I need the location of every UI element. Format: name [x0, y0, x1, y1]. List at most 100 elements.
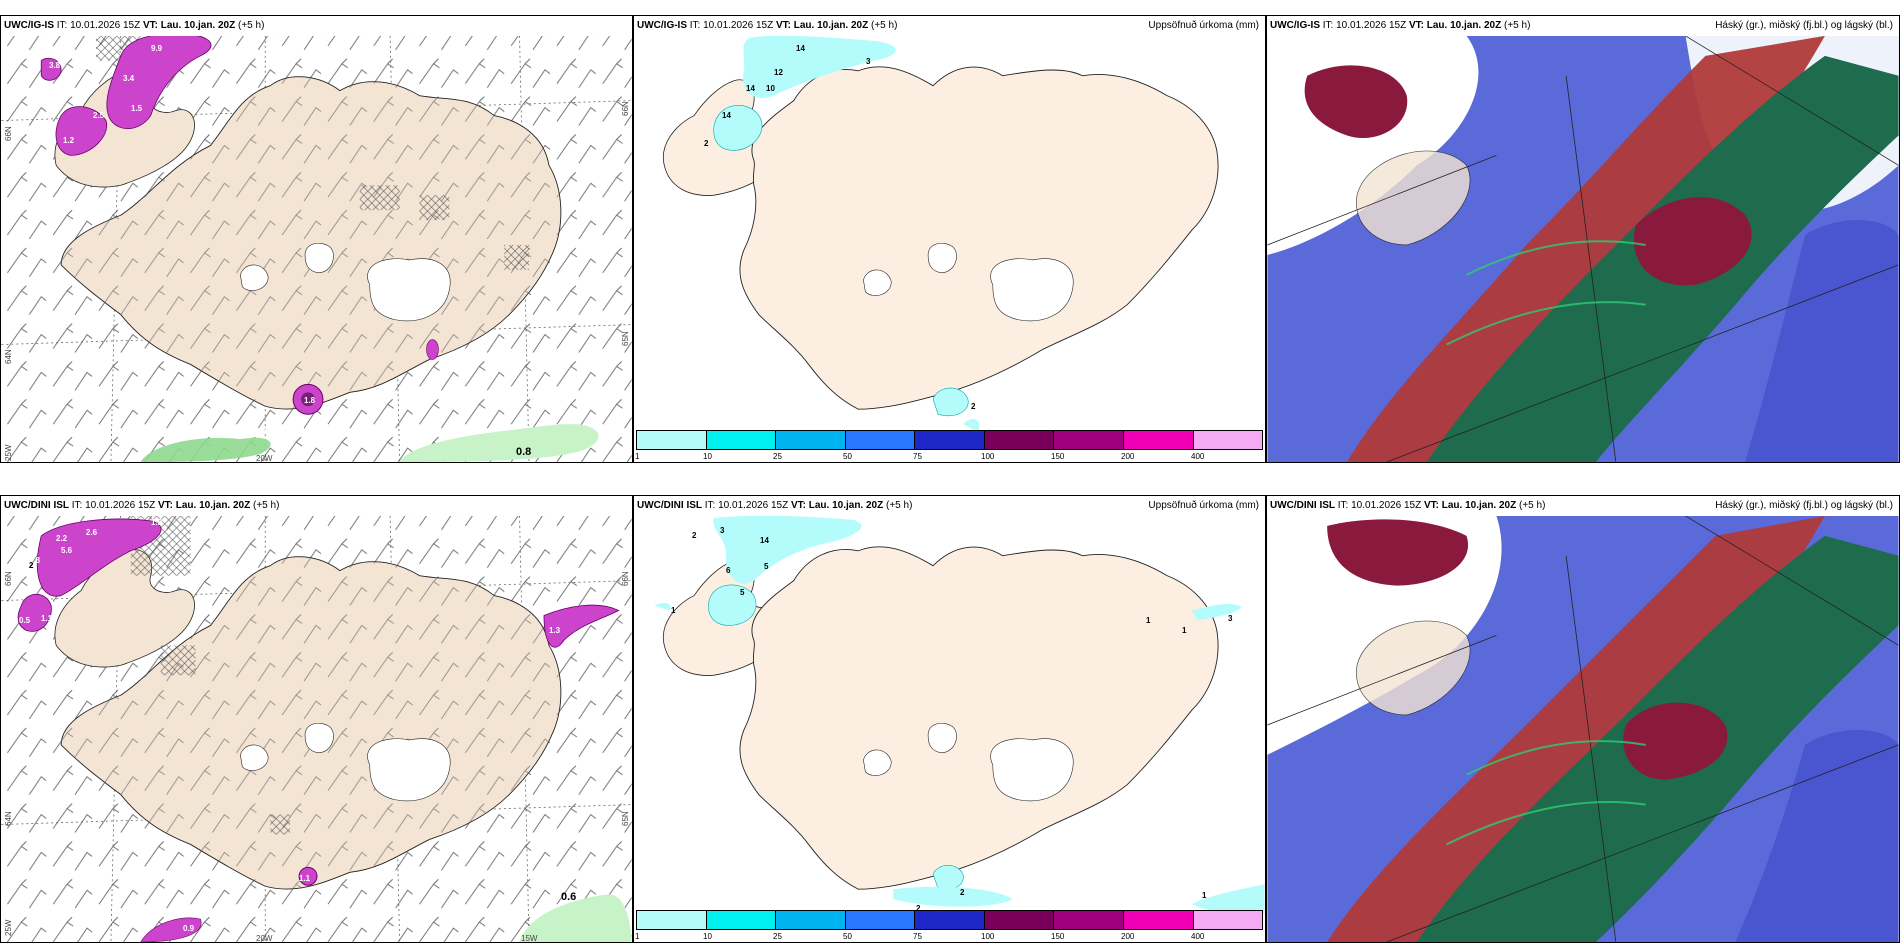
- hatch-area: [160, 645, 196, 676]
- model-name: UWC/DINI ISL: [1270, 500, 1335, 511]
- glacier-langjokull: [240, 744, 269, 771]
- colorbar-tick: 75: [913, 452, 922, 461]
- colorbar-swatch: [776, 431, 846, 449]
- glacier-hofsjokull: [927, 722, 957, 754]
- value-label: 1.8: [304, 396, 316, 405]
- lead-time: (+5 h): [1519, 500, 1546, 511]
- value-label: 5.6: [61, 546, 73, 555]
- init-time: IT: 10.01.2026 15Z: [56, 20, 141, 31]
- colorbar-swatch: [915, 911, 985, 929]
- valid-time: VT: Lau. 10.jan. 20Z: [142, 20, 236, 31]
- colorbar-swatch: [637, 911, 707, 929]
- lead-time: (+5 h): [253, 500, 280, 511]
- precip-colorbar: [636, 430, 1263, 450]
- lat-label: 66N: [621, 101, 630, 116]
- high-mid-overlap: [1633, 197, 1752, 286]
- precip-label: 5: [740, 588, 745, 597]
- high-cloud-east: [1745, 220, 1899, 462]
- cloud-map-panel-bottom: UWC/DINI ISL IT: 10.01.2026 15Z VT: Lau.…: [1266, 495, 1900, 943]
- value-label: 2.8: [29, 556, 41, 565]
- precip-green-sw: [140, 437, 271, 462]
- init-time: IT: 10.01.2026 15Z: [1322, 20, 1407, 31]
- value-label: 1.8: [151, 518, 163, 527]
- precip-blob-nw: [36, 518, 162, 597]
- glacier-langjokull: [863, 269, 892, 296]
- precip-label: 1: [671, 606, 676, 615]
- valid-time: VT: Lau. 10.jan. 20Z: [157, 500, 251, 511]
- lead-time: (+5 h): [238, 20, 265, 31]
- colorbar-swatch: [1054, 431, 1124, 449]
- model-name: UWC/DINI ISL: [637, 500, 702, 511]
- value-label: 0.9: [183, 924, 195, 933]
- wind-map: [1, 16, 632, 462]
- valid-time: VT: Lau. 10.jan. 20Z: [1423, 500, 1517, 511]
- panel-header: UWC/DINI ISL IT: 10.01.2026 15Z VT: Lau.…: [1267, 496, 1899, 516]
- colorbar-tick: 25: [773, 932, 782, 941]
- colorbar-tick: 1: [635, 452, 640, 461]
- cloud-title: Háský (gr.), miðský (fj.bl.) og lágský (…: [1715, 500, 1893, 511]
- value-label: 1.2: [63, 136, 75, 145]
- mid-cloud-band: [1327, 515, 1825, 942]
- value-label: 2.2: [56, 534, 68, 543]
- precip-label: 2: [916, 904, 921, 913]
- precip-area-north: [713, 515, 862, 584]
- cloud-map-panel-top: UWC/IG-IS IT: 10.01.2026 15Z VT: Lau. 10…: [1266, 15, 1900, 463]
- glacier-hofsjokull: [304, 242, 334, 274]
- high-cloud-east: [1735, 729, 1899, 942]
- value-label: 0.6: [561, 891, 577, 903]
- precip-label: 14: [796, 44, 805, 53]
- value-label: 0.5: [223, 428, 235, 437]
- hatch-area: [419, 195, 450, 221]
- precip-area-south: [932, 387, 969, 417]
- precip-area-south2: [962, 418, 980, 433]
- lat-label: 65N: [621, 811, 630, 826]
- value-label: 2.6: [86, 528, 98, 537]
- glacier-vatnajokull: [990, 258, 1074, 322]
- colorbar-tick: 1: [635, 932, 640, 941]
- precip-area-west: [654, 603, 671, 611]
- precip-label: 6: [726, 566, 731, 575]
- panel-header: UWC/IG-IS IT: 10.01.2026 15Z VT: Lau. 10…: [1, 16, 632, 36]
- lon-label: 15W: [521, 934, 538, 943]
- high-mid-overlap-nw: [1304, 65, 1408, 139]
- precip-green-se: [519, 894, 632, 942]
- value-label: 1.1: [299, 874, 311, 883]
- precip-area-south: [932, 865, 964, 890]
- wind-map-panel-top: UWC/IG-IS IT: 10.01.2026 15Z VT: Lau. 10…: [0, 15, 633, 463]
- colorbar-tick: 50: [843, 452, 852, 461]
- colorbar-tick: 75: [913, 932, 922, 941]
- precip-area-east: [1191, 604, 1242, 621]
- hatch-area: [270, 814, 291, 835]
- lon-label: 20W: [256, 454, 273, 463]
- colorbar-swatch: [776, 911, 846, 929]
- precip-label: 14: [746, 84, 755, 93]
- lat-label: 66N: [4, 571, 13, 586]
- mid-cloud-band: [1347, 35, 1825, 462]
- colorbar-tick: 100: [981, 452, 995, 461]
- lat-label: 66N: [4, 126, 13, 141]
- colorbar-swatch: [1123, 911, 1194, 929]
- precip-area-north: [742, 35, 896, 99]
- colorbar-swatch: [1123, 431, 1194, 449]
- precip-label: 2: [971, 402, 976, 411]
- lon-label: 25W: [4, 919, 13, 936]
- high-mid-overlap: [1623, 702, 1728, 780]
- precip-label: 12: [774, 68, 783, 77]
- precip-map: [654, 515, 1265, 915]
- glacier-vatnajokull: [367, 258, 451, 322]
- precip-colorbar: [636, 910, 1263, 930]
- cloud-map: [1267, 16, 1899, 462]
- colorbar-swatch: [706, 431, 777, 449]
- colorbar-swatch: [1054, 911, 1124, 929]
- colorbar-tick: 200: [1121, 452, 1135, 461]
- land-iceland: [739, 546, 1219, 890]
- lat-label: 64N: [4, 349, 13, 364]
- precip-blob-east: [543, 604, 620, 648]
- colorbar-tick: 25: [773, 452, 782, 461]
- colorbar-swatch: [984, 431, 1055, 449]
- hatch-area: [504, 244, 530, 270]
- precip-blob-sw: [140, 917, 202, 942]
- lead-time: (+5 h): [1504, 20, 1531, 31]
- hatch-area: [359, 185, 400, 211]
- value-label: 2: [29, 561, 34, 570]
